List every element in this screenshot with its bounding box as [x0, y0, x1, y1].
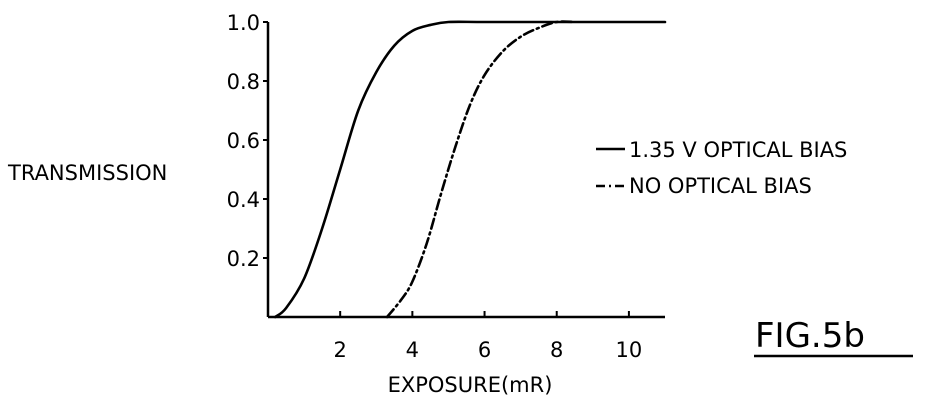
y-tick-label: 0.8: [227, 70, 260, 94]
x-tick-label: 2: [333, 338, 346, 362]
legend-label-no-optical-bias: NO OPTICAL BIAS: [629, 174, 812, 198]
x-tick-label: 6: [478, 338, 491, 362]
legend-label-optical-bias: 1.35 V OPTICAL BIAS: [629, 138, 847, 162]
y-tick-label: 0.6: [227, 129, 260, 153]
x-axis-label: EXPOSURE(mR): [388, 373, 553, 397]
series-line-optical-bias: [273, 20, 667, 319]
x-tick-label: 4: [406, 338, 419, 362]
y-axis-ticks: 0.2 0.4 0.6 0.8 1.0: [227, 11, 268, 271]
legend: 1.35 V OPTICAL BIAS NO OPTICAL BIAS: [596, 138, 847, 198]
x-tick-label: 10: [616, 338, 643, 362]
y-tick-label: 1.0: [227, 11, 260, 35]
x-tick-label: 8: [550, 338, 563, 362]
y-tick-label: 0.4: [227, 188, 260, 212]
x-axis-ticks: 2 4 6 8 10: [333, 311, 642, 362]
series-line-no-optical-bias: [385, 20, 577, 319]
y-tick-label: 0.2: [227, 247, 260, 271]
series-layer: [273, 20, 667, 319]
figure-label: FIG.5b: [755, 316, 865, 356]
y-axis-label: TRANSMISSION: [7, 161, 167, 185]
